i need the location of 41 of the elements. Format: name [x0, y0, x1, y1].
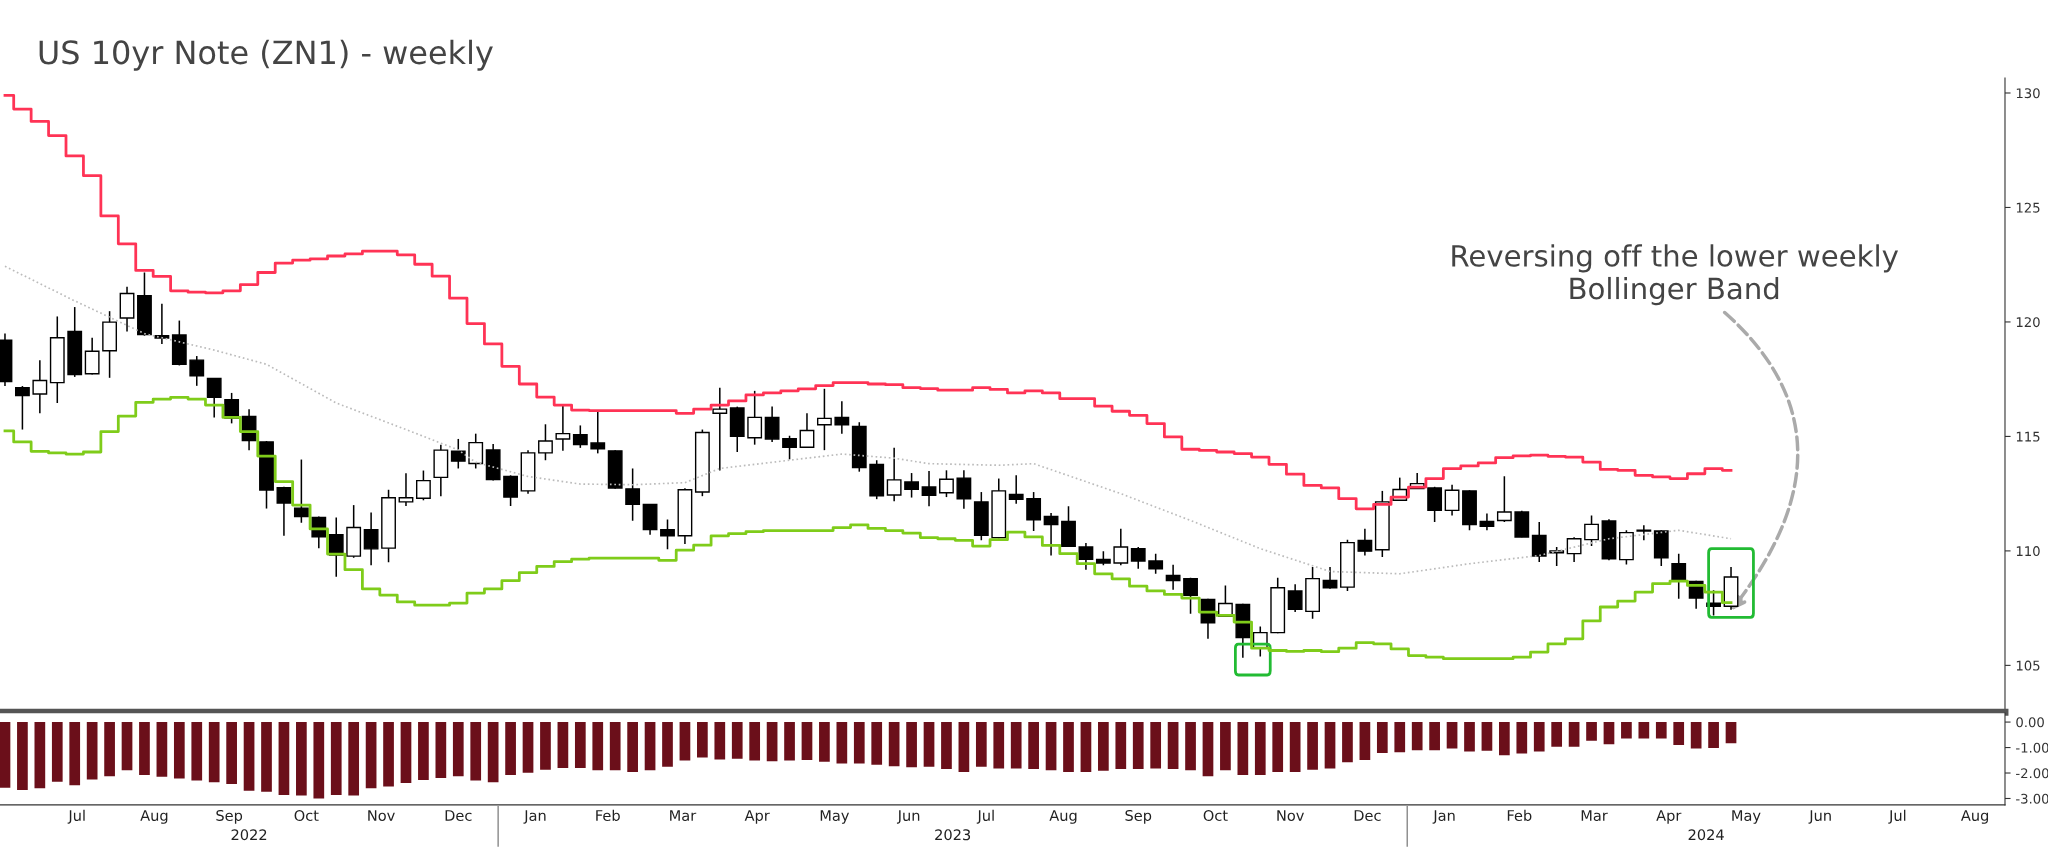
x-tick-label: Aug: [1960, 810, 1989, 824]
x-tick-label: Oct: [294, 809, 319, 821]
x-tick-label: Nov: [368, 810, 395, 821]
x-tick-label: Jan: [1432, 810, 1455, 824]
annotation: Reversing off the lower weekly Bollinger Band: [1452, 244, 1899, 306]
x-tick-label: May: [1732, 810, 1761, 824]
x-tick-label: Dec: [445, 810, 472, 821]
x-tick-label: Apr: [744, 810, 770, 824]
y-tick-label: -1.00: [2016, 742, 2048, 753]
text: 2023: [935, 829, 971, 841]
y-tick-label: -3.00: [2016, 793, 2048, 804]
y-tick-label: 130: [2016, 88, 2040, 99]
x-tick-label: Oct: [1203, 809, 1228, 821]
x-tick-label: Feb: [596, 809, 620, 821]
x-tick-label: Feb: [1507, 809, 1532, 821]
x-tick-label: Apr: [1656, 810, 1682, 824]
x-tick-label: Aug: [1049, 810, 1077, 824]
x-tick-label: Mar: [670, 810, 697, 821]
x-tick-label: Jun: [1808, 810, 1831, 824]
x-tick-label: Jul: [67, 809, 85, 824]
text: 2024: [1688, 829, 1724, 841]
y-tick-label: 105: [2016, 660, 2040, 671]
text: 2022: [231, 829, 267, 841]
x-tick-label: Nov: [1277, 810, 1304, 821]
x-tick-label: Aug: [140, 810, 168, 824]
y-tick-label: 120: [2016, 317, 2040, 328]
y-tick-label: 110: [2016, 546, 2040, 557]
x-tick-label: Dec: [1354, 810, 1381, 821]
y-tick-label: 115: [2016, 431, 2040, 442]
y-tick-label: 0.00: [2016, 717, 2044, 728]
x-tick-label: Jul: [1888, 809, 1906, 824]
x-tick-label: Sep: [216, 809, 243, 824]
x-tick-label: Jul: [976, 809, 994, 824]
x-tick-label: Jan: [523, 810, 546, 824]
x-tick-label: Mar: [1581, 810, 1608, 821]
y-tick-label: 125: [2016, 202, 2040, 213]
x-tick-label: Jun: [896, 810, 920, 824]
y-tick-label: -2.00: [2016, 768, 2048, 779]
x-tick-label: May: [820, 810, 850, 824]
x-tick-label: Sep: [1125, 809, 1152, 824]
chart-title: US 10yr Note (ZN1) - weekly: [39, 39, 493, 71]
